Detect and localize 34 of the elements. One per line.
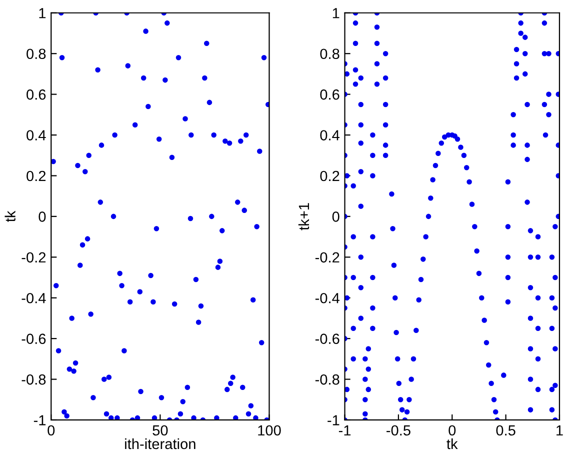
y-tick-label: 0 <box>332 212 340 222</box>
x-tick-label: -0.5 <box>386 425 410 436</box>
y-axis-title: tk+1 <box>298 203 310 230</box>
y-tick-label: -0.2 <box>22 252 46 263</box>
y-axis-title: tk <box>4 210 16 222</box>
y-tick-label: 1 <box>39 8 46 18</box>
y-tick-label: 1 <box>332 8 340 18</box>
y-tick-label: 0.4 <box>26 130 46 140</box>
x-tick-label: 50 <box>152 425 168 436</box>
y-tick-label: 0 <box>38 212 46 222</box>
y-tick-label: -1 <box>328 415 340 426</box>
y-tick-label: -0.2 <box>315 252 340 263</box>
y-tick-label: 0.6 <box>26 89 46 100</box>
y-tick-label: -0.6 <box>22 334 46 344</box>
y-tick-label: 0.2 <box>320 170 340 182</box>
x-tick-label: 100 <box>258 425 281 436</box>
y-tick-label: -0.8 <box>315 374 340 385</box>
x-tick-label: 0.5 <box>496 425 516 436</box>
x-tick-label: 1 <box>556 425 563 436</box>
y-tick-label: 0.2 <box>26 170 46 182</box>
y-tick-label: -0.6 <box>315 334 340 344</box>
y-tick-label: 0.8 <box>26 48 46 60</box>
x-axis-title: tk <box>446 438 458 450</box>
x-tick-label: 0 <box>448 425 456 436</box>
y-tick-label: 0.4 <box>320 130 340 140</box>
x-tick-label: 0 <box>48 425 55 436</box>
y-tick-label: -0.8 <box>22 374 46 385</box>
y-tick-label: 0.6 <box>320 89 340 100</box>
y-tick-label: -0.4 <box>315 292 340 304</box>
x-tick-label: -1 <box>338 425 351 436</box>
y-tick-label: 0.8 <box>320 48 340 60</box>
x-axis-title: ith-iteration <box>125 438 196 450</box>
y-tick-label: -1 <box>34 415 46 426</box>
y-tick-label: -0.4 <box>22 292 46 304</box>
